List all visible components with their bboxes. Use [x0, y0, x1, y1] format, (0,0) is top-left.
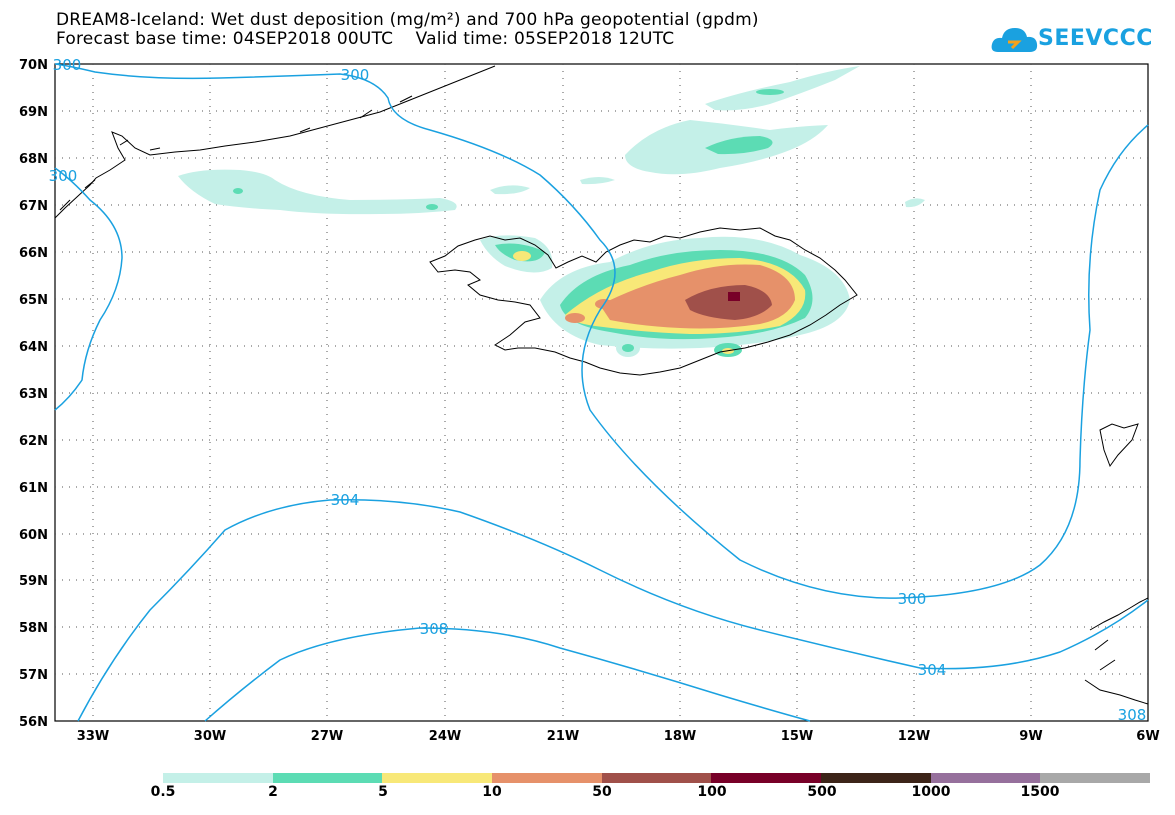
legend-label: 50 — [592, 784, 612, 800]
lat-label: 69N — [19, 105, 48, 120]
title-line-2: Forecast base time: 04SEP2018 00UTC Vali… — [56, 29, 675, 49]
lat-label: 64N — [19, 340, 48, 355]
legend-label: 1000 — [911, 784, 951, 800]
lat-label: 56N — [19, 715, 48, 730]
contour-label: 300 — [53, 56, 82, 74]
contour-label: 300 — [49, 167, 78, 185]
lat-label: 58N — [19, 621, 48, 636]
legend-label: 100 — [697, 784, 727, 800]
lat-label: 59N — [19, 574, 48, 589]
legend-label: 10 — [482, 784, 502, 800]
lon-label: 9W — [1019, 729, 1042, 744]
contour-label: 308 — [420, 620, 449, 638]
lon-label: 27W — [311, 729, 343, 744]
lat-label: 61N — [19, 481, 48, 496]
lat-label: 62N — [19, 434, 48, 449]
lon-label: 33W — [77, 729, 109, 744]
legend-swatch — [821, 773, 931, 783]
latitude-labels: 70N 69N 68N 67N 66N 65N 64N 63N 62N 61N … — [19, 58, 48, 730]
lat-label: 70N — [19, 58, 48, 73]
lat-label: 67N — [19, 199, 48, 214]
color-legend — [163, 773, 1151, 783]
dust-deposition-field — [178, 66, 925, 357]
seevccc-logo: SEEVCCC — [990, 20, 1152, 60]
coastlines — [54, 65, 1149, 705]
legend-swatch — [272, 773, 383, 783]
lat-label: 65N — [19, 293, 48, 308]
lon-label: 6W — [1136, 729, 1159, 744]
legend-swatch — [492, 773, 602, 783]
legend-label: 2 — [268, 784, 278, 800]
legend-swatch — [163, 773, 273, 783]
legend-swatch — [930, 773, 1041, 783]
legend-swatch — [711, 773, 822, 783]
contour-label: 304 — [331, 491, 360, 509]
legend-label: 500 — [807, 784, 837, 800]
contour-label: 300 — [898, 590, 927, 608]
contour-label: 308 — [1118, 706, 1147, 724]
lon-label: 30W — [194, 729, 226, 744]
lon-label: 21W — [547, 729, 579, 744]
legend-swatch — [601, 773, 712, 783]
legend-swatch — [1040, 773, 1151, 783]
lat-label: 57N — [19, 668, 48, 683]
contour-label: 300 — [341, 66, 370, 84]
lon-label: 18W — [664, 729, 696, 744]
lat-label: 66N — [19, 246, 48, 261]
lat-label: 60N — [19, 528, 48, 543]
geopotential-contours — [54, 63, 1149, 722]
legend-labels: 0.5 2 5 10 50 100 500 1000 1500 — [0, 784, 1175, 804]
logo-text: SEEVCCC — [1038, 26, 1153, 51]
contour-label: 304 — [918, 661, 947, 679]
legend-swatch — [382, 773, 493, 783]
lat-label: 68N — [19, 152, 48, 167]
lon-label: 24W — [429, 729, 461, 744]
legend-label: 5 — [378, 784, 388, 800]
cloud-icon — [991, 28, 1038, 52]
lon-label: 15W — [781, 729, 813, 744]
legend-label: 1500 — [1020, 784, 1060, 800]
title-line-1: DREAM8-Iceland: Wet dust deposition (mg/… — [56, 10, 759, 30]
lat-label: 63N — [19, 387, 48, 402]
lon-label: 12W — [898, 729, 930, 744]
longitude-labels: 33W 30W 27W 24W 21W 18W 15W 12W 9W 6W — [77, 729, 1160, 744]
legend-label: 0.5 — [150, 784, 176, 800]
